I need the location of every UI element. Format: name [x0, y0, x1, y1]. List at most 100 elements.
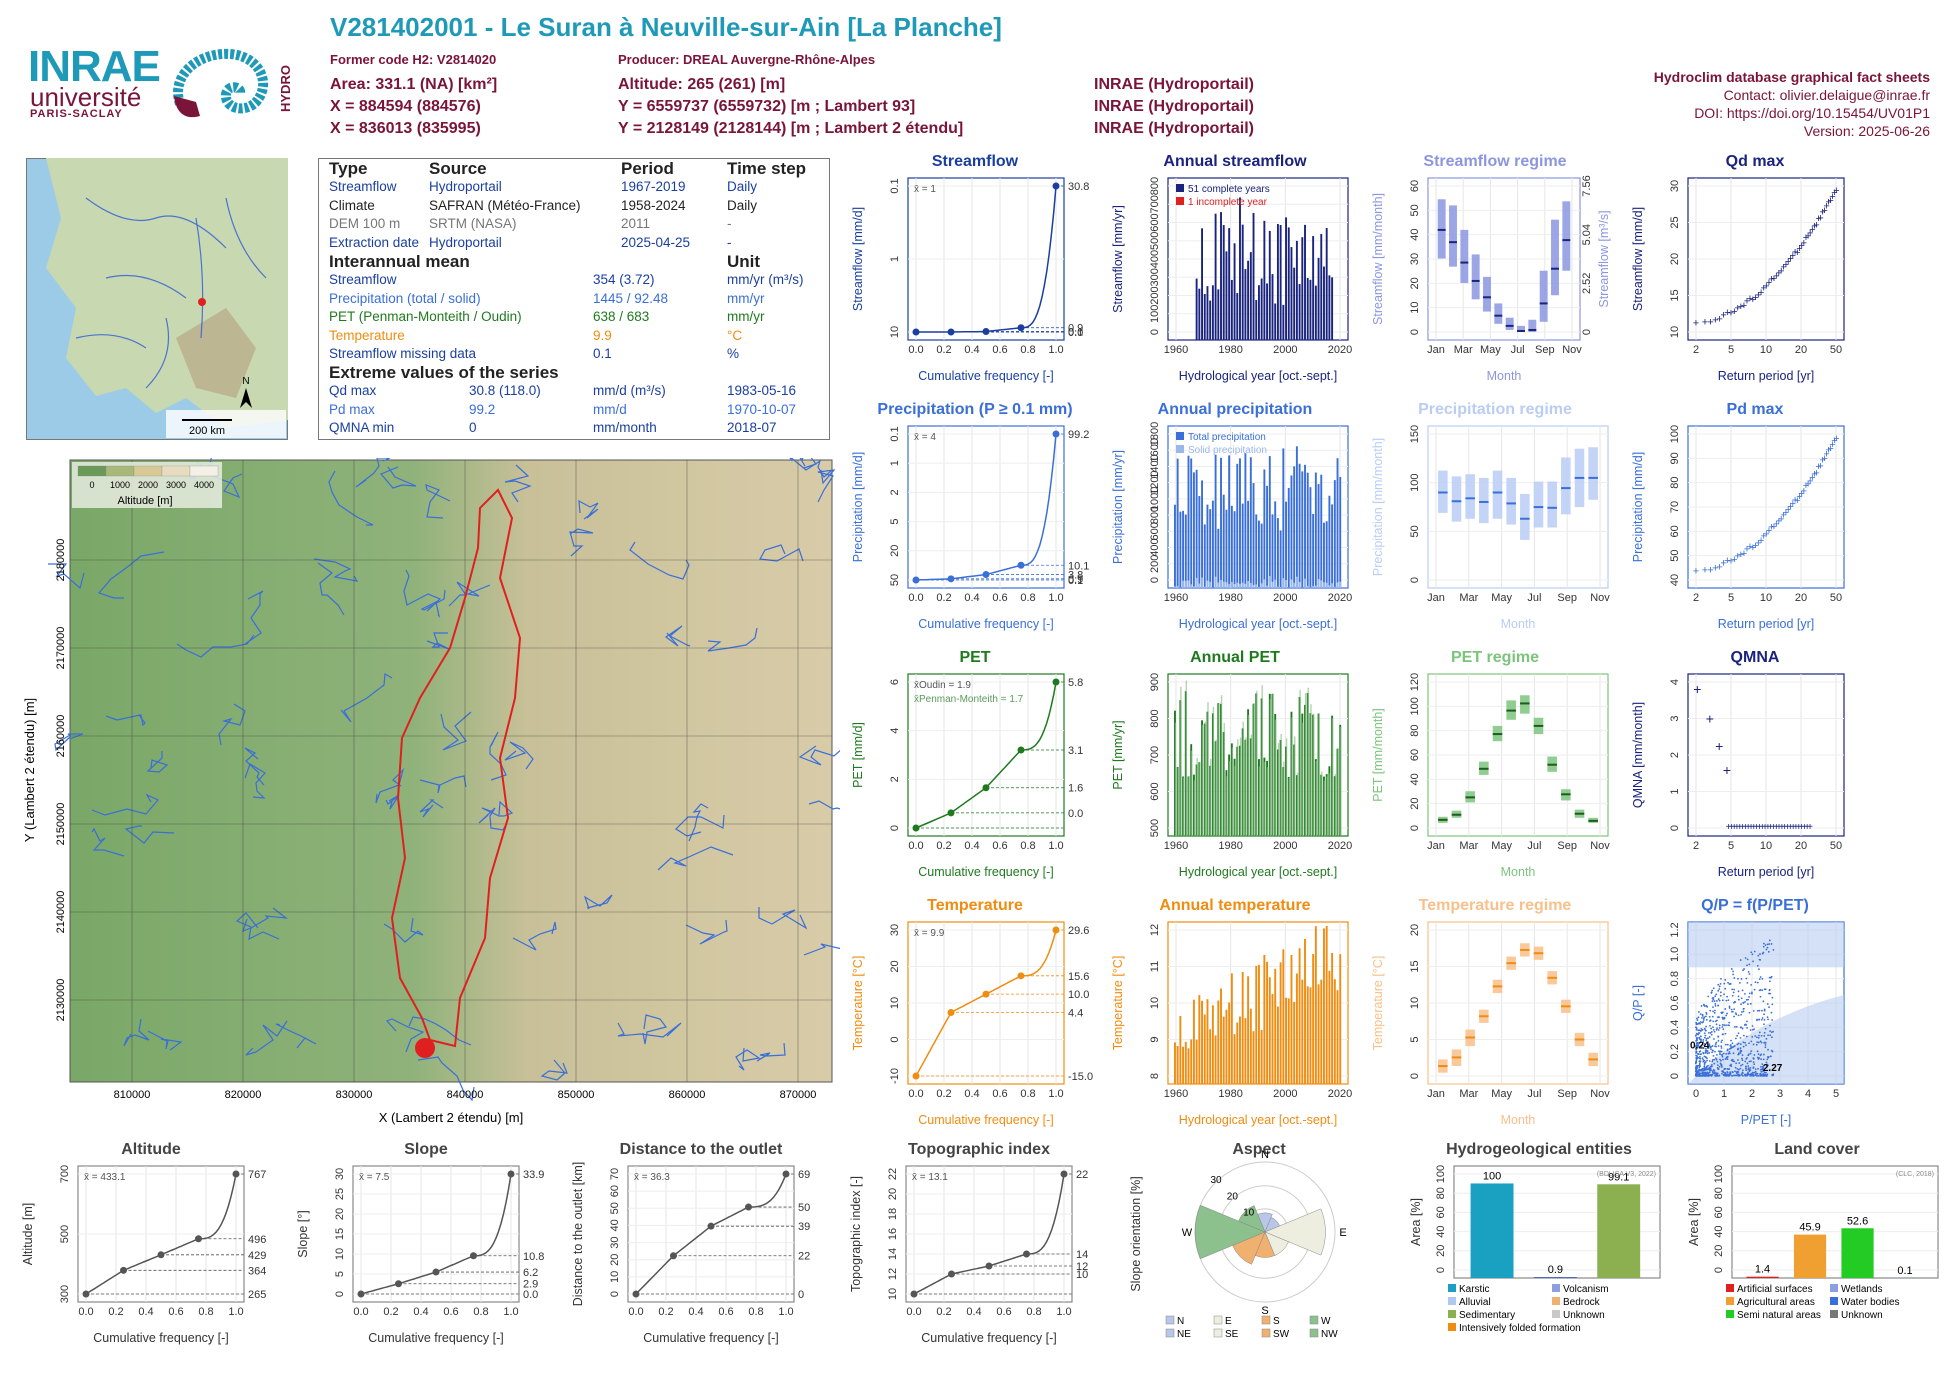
x-tick: 0.4 — [688, 1306, 703, 1318]
scatter-point — [1718, 999, 1721, 1002]
river — [244, 590, 264, 645]
y-tick: 10 — [1409, 302, 1421, 314]
right-tick: 6.2 — [523, 1267, 538, 1279]
right-tick: 0.0 — [1068, 808, 1083, 820]
x-tick: May — [1491, 840, 1512, 852]
x-tick: Nov — [1590, 840, 1610, 852]
cdf-curve — [635, 1173, 787, 1295]
bar-value-label: 99.1 — [1608, 1171, 1629, 1183]
annual-bar — [1276, 1006, 1279, 1084]
pm-bar — [1258, 766, 1261, 836]
month-box — [1505, 317, 1514, 330]
x-tick: Sep — [1557, 840, 1577, 852]
scatter-point — [1752, 1043, 1755, 1046]
right-tick: 7.56 — [1581, 175, 1593, 196]
solid-bar — [1174, 586, 1176, 588]
scatter-point — [1708, 1036, 1711, 1038]
x-axis-label: Cumulative frequency [-] — [368, 1331, 503, 1345]
pm-bar — [1188, 776, 1190, 836]
x-tick: 0.6 — [443, 1306, 458, 1318]
scatter-point — [1701, 1013, 1704, 1016]
cdf-curve — [915, 433, 1057, 581]
scatter-point — [1701, 1021, 1704, 1024]
right-tick: 3.1 — [1068, 745, 1083, 757]
annual-bar — [1233, 1034, 1236, 1084]
scatter-point — [1696, 1017, 1698, 1020]
scatter-point — [1721, 1033, 1724, 1036]
scatter-point — [1763, 1023, 1765, 1026]
scatter-point — [1742, 1034, 1745, 1037]
table-cell-name: Precipitation (total / solid) — [329, 290, 481, 306]
annual-bar — [1266, 485, 1269, 588]
legend-swatch — [1176, 184, 1184, 192]
right-tick: 429 — [248, 1250, 266, 1262]
legend-swatch — [1552, 1297, 1560, 1305]
annual-bar — [1266, 283, 1269, 340]
scatter-point: + — [1758, 287, 1764, 299]
solid-bar — [1195, 577, 1198, 588]
x-tick: 1.0 — [1056, 1306, 1071, 1318]
month-box — [1483, 276, 1491, 312]
y-tick: 25 — [334, 1188, 346, 1200]
scatter-point — [1733, 1060, 1736, 1063]
annual-bar — [1258, 520, 1260, 588]
y-tick: 100 — [1149, 305, 1161, 323]
y-tick: 500 — [1149, 232, 1161, 250]
legend-label: Karstic — [1459, 1284, 1490, 1295]
legend-swatch — [189, 465, 219, 477]
scatter-point — [1759, 1073, 1761, 1075]
pm-bar — [1204, 721, 1206, 836]
annual-bar — [1201, 1000, 1203, 1084]
solid-bar — [1263, 579, 1266, 588]
y-tick: 0 — [1149, 329, 1161, 335]
pm-bar — [1196, 757, 1198, 836]
y-tick: 40 — [1409, 229, 1421, 241]
annual-bar — [1203, 524, 1206, 588]
scatter-point — [1721, 999, 1724, 1002]
scatter-point — [1727, 1052, 1730, 1055]
scatter-point — [1731, 1042, 1734, 1045]
scatter-point — [1744, 1023, 1747, 1026]
annual-bar — [1244, 269, 1247, 340]
chart-title: Annual temperature — [1159, 897, 1310, 914]
pm-bar — [1299, 689, 1301, 836]
scatter-point — [1739, 1052, 1742, 1054]
y-axis-label: Temperature [°C] — [1371, 956, 1385, 1051]
x-tick: May — [1480, 344, 1501, 356]
scatter-point — [1750, 951, 1753, 954]
scatter-point: + — [1750, 294, 1756, 306]
scatter-point: + — [1773, 270, 1779, 282]
scatter-point — [1751, 991, 1753, 994]
scatter-point — [1745, 1069, 1748, 1072]
scatter-point: + — [1741, 548, 1747, 560]
scatter-point — [1762, 1072, 1765, 1075]
legend-label: Sedimentary — [1459, 1310, 1515, 1321]
solid-bar — [1214, 576, 1217, 588]
mean-label: x̄ = 7.5 — [359, 1172, 390, 1183]
scatter-point — [1770, 1036, 1773, 1039]
annual-bar — [1290, 247, 1293, 340]
river — [808, 800, 840, 810]
annual-bar — [1184, 514, 1187, 588]
chart-title: Pd max — [1727, 401, 1784, 418]
solid-bar — [1268, 575, 1271, 588]
right-tick: 0.9 — [1068, 323, 1083, 335]
category-bar — [1597, 1184, 1641, 1278]
scatter-point — [1763, 1041, 1766, 1044]
chart-title: Streamflow regime — [1423, 153, 1566, 170]
pm-bar — [1334, 774, 1337, 836]
scatter-point — [1745, 1065, 1747, 1068]
scatter-point: + — [1823, 201, 1829, 213]
x-tick: 5 — [1728, 840, 1734, 852]
annual-bar — [1331, 277, 1334, 340]
scatter-point — [1715, 1041, 1718, 1044]
y-tick: 20 — [1409, 924, 1421, 936]
scatter-point — [1754, 1068, 1757, 1071]
scatter-point — [1747, 1054, 1750, 1057]
plot-frame — [907, 425, 1065, 589]
scatter-point — [1751, 1036, 1754, 1038]
scatter-point: + — [1737, 822, 1743, 833]
scatter-point — [1760, 1070, 1763, 1073]
